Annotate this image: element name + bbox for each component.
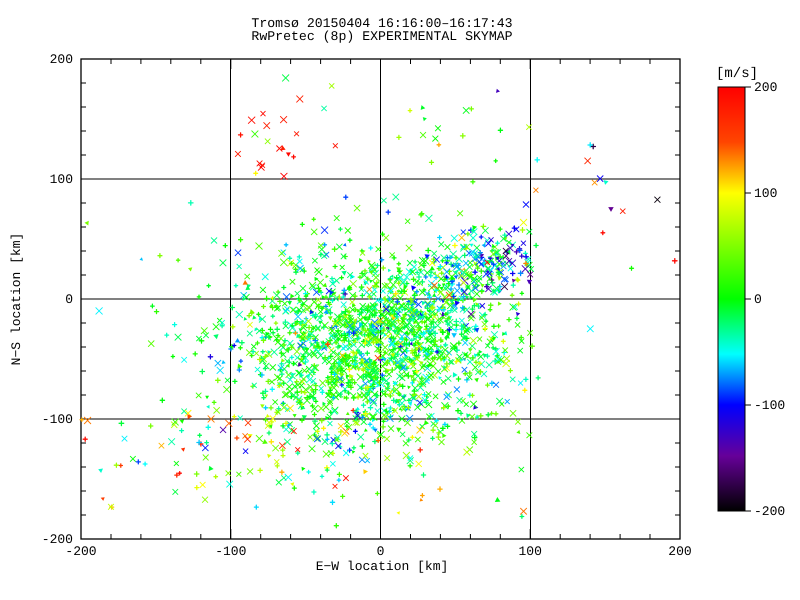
svg-text:0: 0: [65, 292, 73, 307]
svg-text:-200: -200: [42, 532, 73, 547]
svg-text:0: 0: [377, 544, 385, 559]
svg-text:-100: -100: [42, 412, 73, 427]
svg-text:-100: -100: [215, 544, 246, 559]
svg-text:100: 100: [518, 544, 541, 559]
svg-text:N−S location [km]: N−S location [km]: [9, 233, 24, 366]
svg-text:200: 200: [668, 544, 691, 559]
svg-text:100: 100: [754, 186, 777, 201]
svg-text:[m/s]: [m/s]: [716, 66, 758, 82]
svg-text:0: 0: [754, 292, 762, 307]
svg-text:100: 100: [50, 172, 73, 187]
svg-text:RwPretec (8p) EXPERIMENTAL S: RwPretec (8p) EXPERIMENTAL SKYMAP: [251, 29, 512, 44]
svg-text:E−W location [km]: E−W location [km]: [316, 559, 449, 574]
svg-text:200: 200: [50, 52, 73, 67]
svg-text:-100: -100: [754, 398, 785, 413]
svg-text:200: 200: [754, 80, 777, 95]
svg-text:-200: -200: [754, 504, 785, 519]
